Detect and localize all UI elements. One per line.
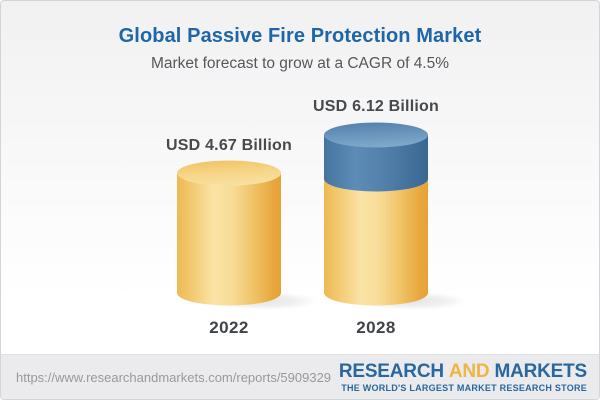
logo-tagline: THE WORLD'S LARGEST MARKET RESEARCH STOR… bbox=[341, 382, 587, 393]
category-label-2028: 2028 bbox=[356, 318, 396, 337]
cylinder-2028 bbox=[324, 122, 428, 306]
cylinder-2022-top-face bbox=[177, 160, 281, 186]
logo-word-and: AND bbox=[448, 360, 490, 382]
bar-chart-svg bbox=[177, 122, 467, 310]
page-title: Global Passive Fire Protection Market bbox=[118, 25, 482, 47]
cylinder-2028-base-segment bbox=[324, 179, 428, 306]
footer-bar: https://www.researchandmarkets.com/repor… bbox=[1, 354, 599, 399]
cylinder-2022 bbox=[177, 160, 281, 306]
cylinder-2028-growth-segment bbox=[324, 135, 428, 192]
logo-word-markets: MARKETS bbox=[494, 360, 587, 382]
logo-wordmark: RESEARCH AND MARKETS bbox=[339, 362, 587, 381]
category-label-2022: 2022 bbox=[209, 318, 249, 337]
report-url: https://www.researchandmarkets.com/repor… bbox=[16, 369, 332, 385]
value-label-2028: USD 6.12 Billion bbox=[313, 98, 439, 115]
page-subtitle: Market forecast to grow at a CAGR of 4.5… bbox=[150, 55, 450, 72]
cylinder-2028-top-face bbox=[324, 122, 428, 148]
logo-word-research: RESEARCH bbox=[338, 360, 444, 382]
research-and-markets-logo: RESEARCH AND MARKETS THE WORLD'S LARGEST M… bbox=[339, 362, 587, 393]
cylinder-2022-body bbox=[177, 173, 281, 306]
value-label-2022: USD 4.67 Billion bbox=[166, 137, 292, 154]
